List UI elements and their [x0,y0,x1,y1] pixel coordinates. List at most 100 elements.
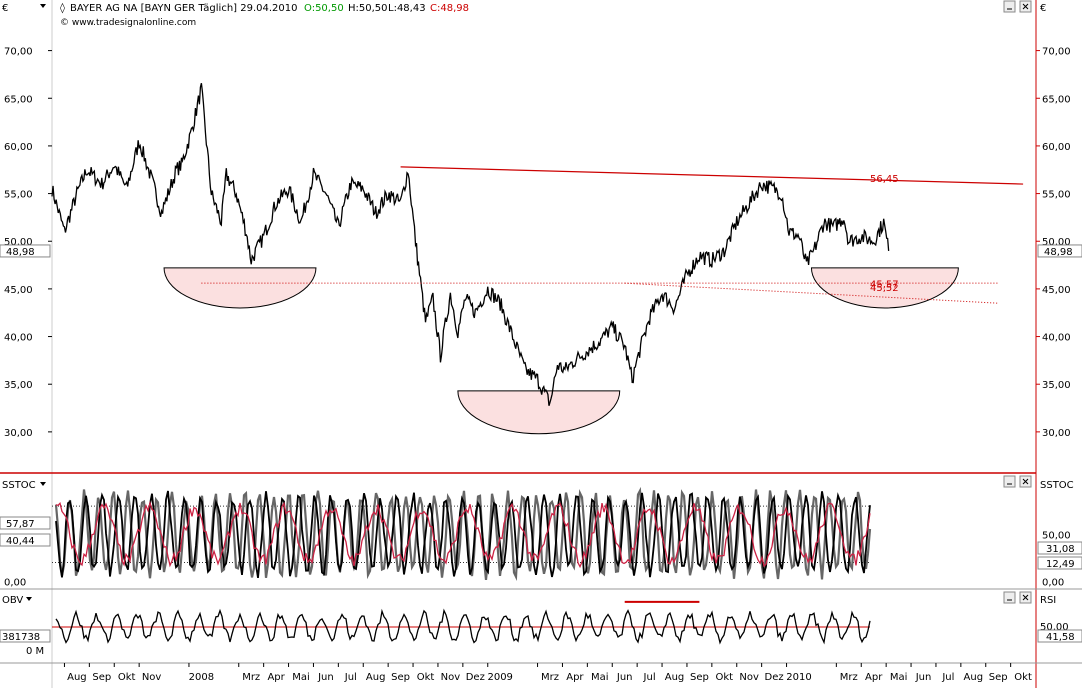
sstoc-series: 0,00 50,00 0,00 [4,486,1071,588]
price-tick-label-right: 70,00 [1042,47,1071,58]
time-tick-label: Okt [417,672,435,683]
pattern-bowl [163,267,317,309]
price-tick-label-left: 55,00 [4,190,33,201]
price-tick-label-left: 65,00 [4,94,33,105]
time-tick-label: Okt [716,672,734,683]
svg-text:12,49: 12,49 [1046,559,1075,570]
time-tick-label: Aug [67,672,87,683]
minimize-button[interactable] [1003,591,1016,604]
svg-text:41,58: 41,58 [1046,632,1075,643]
obv-zero-label: 0 M [26,646,44,657]
pattern-bowls [163,267,959,435]
price-line [51,83,890,406]
neckline-label: 45,52 [870,283,899,294]
price-tick-label-left: 50,00 [4,237,33,248]
sstoc-left-readout-1: 57,87 [0,516,51,530]
time-tick-label: Dez [466,672,485,683]
time-tick-label: Aug [964,672,984,683]
last-price-label-right: 48,98 [1044,247,1073,258]
price-tick-label-left: 70,00 [4,47,33,58]
price-tick-label-left: 35,00 [4,380,33,391]
time-tick-label: Sep [989,672,1008,683]
time-tick-label: Jun [915,672,932,683]
rsi-label: RSI [1040,595,1056,606]
time-tick-label: Aug [366,672,386,683]
time-tick-label: Okt [1014,672,1032,683]
rsi-right-readout: 41,58 [1037,629,1082,643]
price-tick-label-right: 65,00 [1042,94,1071,105]
last-price-label-left: 48,98 [6,247,35,258]
price-tick-label-left: 40,00 [4,333,33,344]
price-tick-label-right: 50,00 [1042,237,1071,248]
svg-text:381738: 381738 [2,632,40,643]
minimize-button[interactable] [1003,475,1016,488]
price-tick-label-left: 45,00 [4,285,33,296]
svg-text:31,08: 31,08 [1046,544,1075,555]
sstoc-left-readout-2: 40,44 [0,533,51,547]
currency-left: € [2,3,8,14]
time-tick-label: Mai [890,672,908,683]
time-tick-label: Mai [292,672,310,683]
time-tick-label: Aug [665,672,685,683]
stoch-tick-right: 0,00 [1042,577,1064,588]
resistance-line [400,166,1024,185]
time-tick-label: Apr [267,672,285,683]
obv-left-readout: 381738 [0,629,51,643]
time-tick-label: Mai [591,672,609,683]
stoch-line [54,486,872,582]
time-tick-label: Jul [643,672,656,683]
time-tick-label: 2010 [786,672,811,683]
currency-right: € [1040,3,1046,14]
time-tick-label: Mrz [242,672,260,683]
time-tick-label: Apr [865,672,883,683]
stoch-tick-left: 0,00 [4,577,26,588]
close-icon [1022,3,1029,10]
symbol-dot-icon: ◊ [60,2,65,14]
time-tick-label: Mrz [840,672,858,683]
pattern-bowl [457,390,621,435]
low-value: L:48,43 [388,3,426,14]
close-value: C:48,98 [430,3,469,14]
price-tick-label-right: 35,00 [1042,380,1071,391]
price-tick-label-right: 45,00 [1042,285,1071,296]
stoch-line [55,500,871,569]
time-tick-label: 2009 [487,672,512,683]
rsi-tick-50: 50,00 [1040,622,1069,633]
time-axis: Aug Sep Okt Nov 2008 Mrz Apr Mai Jun Jul Aug Sep Okt… [63,663,1032,683]
high-value: H:50,50 [348,3,388,14]
chevron-down-icon[interactable] [40,4,46,8]
time-tick-label: Jul [344,672,357,683]
obv-line [55,608,871,645]
chevron-down-icon[interactable] [26,597,32,601]
price-tick-label-right: 40,00 [1042,333,1071,344]
open-value: O:50,50 [304,3,344,14]
sstoc-panel-buttons [1003,475,1032,488]
obv-label: OBV [2,595,23,606]
copyright-text: © www.tradesignalonline.com [60,18,196,28]
resistance-label: 56,45 [870,174,899,185]
obv-series [52,600,871,645]
price-tick-label-left: 60,00 [4,142,33,153]
close-icon [1022,478,1029,485]
instrument-title: BAYER AG NA [BAYN GER Täglich] 29.04.201… [70,3,298,14]
stoch-tick-right: 50,00 [1042,530,1071,541]
price-grid: 70,00 70,00 65,00 65,00 60,00 60,00 55,00 55,00… [4,47,1071,439]
time-tick-label: Nov [441,672,461,683]
price-tick-label-right: 55,00 [1042,190,1071,201]
minimize-button[interactable] [1003,0,1016,13]
time-tick-label: Nov [142,672,162,683]
chevron-down-icon[interactable] [40,482,46,486]
time-tick-label: Sep [690,672,709,683]
time-tick-label: Dez [765,672,784,683]
time-tick-label: Mrz [541,672,559,683]
svg-text:57,87: 57,87 [6,519,35,530]
sstoc-right-readout-1: 31,08 [1037,541,1082,555]
time-tick-label: Sep [391,672,410,683]
price-tick-label-right: 30,00 [1042,428,1071,439]
time-tick-label: Nov [739,672,759,683]
last-price-box-right [1037,244,1082,258]
svg-text:40,44: 40,44 [6,536,35,547]
time-tick-label: Jun [317,672,334,683]
obv-panel-buttons [1003,591,1032,604]
